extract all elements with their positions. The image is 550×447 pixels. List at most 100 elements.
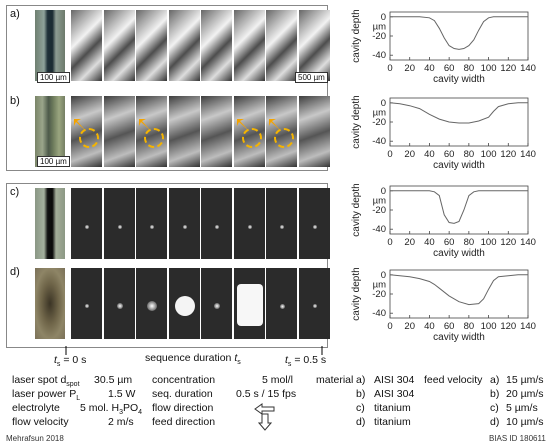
footer-author: Mehrafsun 2018 <box>6 434 64 443</box>
list-value: 5 µm/s <box>506 402 538 414</box>
x-tick-label: 100 <box>481 237 497 248</box>
param-feed-direction-label: feed direction <box>152 416 216 428</box>
x-axis-label: cavity width <box>433 332 485 343</box>
plasma-spot <box>147 301 157 311</box>
bubble-marker-ring <box>241 128 262 148</box>
sequence-frame <box>266 96 297 167</box>
x-tick-label: 120 <box>500 321 516 332</box>
x-tick-label: 120 <box>500 149 516 160</box>
y-tick-label: -20 <box>372 31 386 42</box>
list-key: a) <box>490 374 500 386</box>
y-tick-label: 0 <box>381 186 386 197</box>
param-flow-direction-label: flow direction <box>152 402 214 414</box>
sequence-frame <box>233 10 265 81</box>
x-tick-label: 0 <box>387 321 392 332</box>
x-tick-label: 40 <box>424 149 435 160</box>
x-tick-label: 80 <box>464 63 475 74</box>
timeline-start: ts = 0 s <box>54 354 87 369</box>
list-value: 20 µm/s <box>506 388 544 400</box>
list-key: b) <box>490 388 500 400</box>
footer-id: BIAS ID 180611 <box>489 434 546 443</box>
plasma-spot <box>279 303 285 309</box>
timeline-end: ts = 0.5 s <box>285 354 327 369</box>
bubble-marker-ring <box>144 128 164 148</box>
plot-area <box>389 185 529 235</box>
plasma-spot <box>116 303 123 309</box>
sequence-frame <box>136 268 167 339</box>
param-electrolyte-value: 5 mol. H3PO4 <box>80 402 143 417</box>
sequence-frame <box>298 96 330 167</box>
x-tick-label: 0 <box>387 63 392 74</box>
list-key: b) <box>356 388 366 400</box>
plasma-spot <box>117 225 122 229</box>
timeline-axis <box>65 346 323 355</box>
list-value: AISI 304 <box>374 374 415 386</box>
sequence-frame <box>233 188 265 259</box>
plot-area <box>389 11 529 61</box>
sequence-frame <box>298 188 330 259</box>
param-laser-power-label: laser power PL <box>12 388 81 403</box>
x-tick-label: 100 <box>481 321 497 332</box>
x-tick-label: 60 <box>444 237 455 248</box>
x-tick-label: 140 <box>520 321 536 332</box>
plasma-spot <box>85 225 89 229</box>
x-tick-label: 100 <box>481 63 497 74</box>
y-unit-label: µm <box>373 195 386 206</box>
x-tick-label: 40 <box>424 321 435 332</box>
plot-area <box>389 269 529 319</box>
x-tick-label: 20 <box>404 63 415 74</box>
x-axis-label: cavity width <box>433 248 485 259</box>
feed-velocity-header: feed velocity <box>424 374 483 386</box>
y-tick-label: -20 <box>372 117 386 128</box>
y-tick-label: -40 <box>372 308 386 319</box>
param-laser-spot-label: laser spot dspot <box>12 374 80 389</box>
sequence-frame <box>136 10 167 81</box>
param-seq-duration-label: seq. duration <box>152 388 213 400</box>
panel-label-b: b) <box>10 95 20 107</box>
x-tick-label: 120 <box>500 63 516 74</box>
x-tick-label: 60 <box>444 149 455 160</box>
feed-direction-arrow-icon <box>258 413 272 431</box>
plasma-spot <box>280 225 284 229</box>
marker-arrow-icon <box>236 119 249 131</box>
list-key: c) <box>490 402 499 414</box>
sequence-frame <box>201 268 232 339</box>
sequence-frame <box>103 268 135 339</box>
x-tick-label: 100 <box>481 149 497 160</box>
param-electrolyte-label: electrolyte <box>12 402 60 414</box>
plasma-spot <box>312 304 317 308</box>
param-flow-velocity-value: 2 m/s <box>108 416 134 428</box>
sequence-frame <box>233 96 265 167</box>
profile-line-b <box>389 102 528 124</box>
y-tick-label: -20 <box>372 289 386 300</box>
profile-line-d <box>389 274 528 306</box>
y-tick-label: -40 <box>372 136 386 147</box>
bubble-marker-ring <box>79 128 99 148</box>
sequence-frame <box>201 10 232 81</box>
list-key: c) <box>356 402 365 414</box>
list-value: 10 µm/s <box>506 416 544 428</box>
sequence-frame <box>103 188 135 259</box>
plot-area <box>389 97 529 147</box>
x-tick-label: 80 <box>464 321 475 332</box>
marker-arrow-icon <box>74 119 86 131</box>
profile-line-c <box>390 190 528 224</box>
x-tick-label: 60 <box>444 63 455 74</box>
plasma-spot <box>85 304 89 308</box>
sequence-frame <box>136 188 167 259</box>
plasma-spot <box>312 225 317 229</box>
sequence-frame <box>298 10 330 81</box>
x-tick-label: 40 <box>424 237 435 248</box>
timeline-middle: sequence duration ts <box>145 352 241 367</box>
x-tick-label: 140 <box>520 237 536 248</box>
sequence-frame <box>168 188 200 259</box>
panel-label-a: a) <box>10 8 20 20</box>
plasma-spot <box>236 284 263 326</box>
sequence-frame <box>201 96 232 167</box>
micrograph-a <box>35 10 65 81</box>
x-tick-label: 0 <box>387 149 392 160</box>
sequence-frame <box>168 268 200 339</box>
sequence-frame <box>266 188 297 259</box>
profile-line-a <box>390 16 528 50</box>
param-concentration-label: concentration <box>152 374 216 386</box>
